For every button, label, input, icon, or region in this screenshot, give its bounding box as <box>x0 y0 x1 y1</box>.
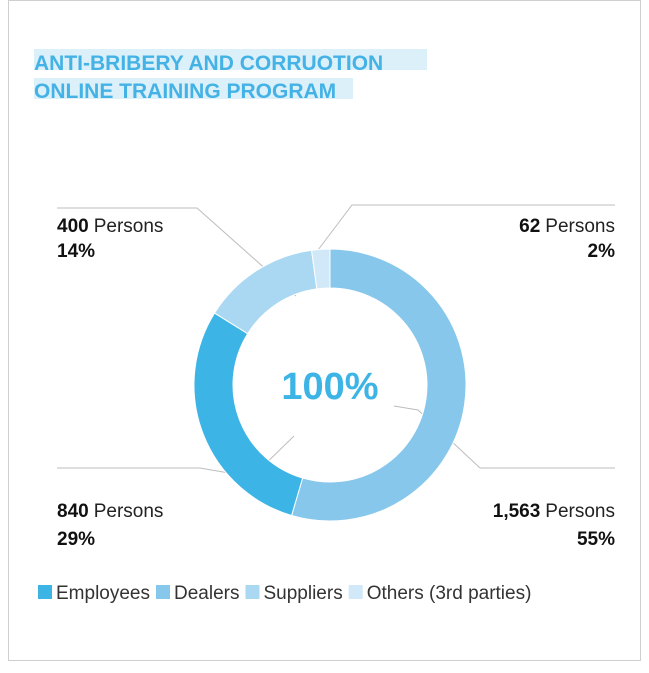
leader-line <box>317 204 615 251</box>
chart-title: ANTI-BRIBERY AND CORRUOTION <box>34 52 383 75</box>
legend-label: Dealers <box>174 583 239 604</box>
unit-label: Persons <box>94 501 164 522</box>
chart-title: ONLINE TRAINING PROGRAM <box>34 80 336 103</box>
value-label: 840 <box>57 501 89 522</box>
frame <box>8 0 641 661</box>
title-highlight <box>34 78 353 99</box>
legend-swatch <box>348 585 363 599</box>
unit-label: Persons <box>545 216 615 237</box>
legend-label: Employees <box>56 583 150 604</box>
percent-label: 29% <box>57 529 95 550</box>
donut-segment <box>290 248 467 522</box>
percent-label: 14% <box>57 241 95 262</box>
data-label: 62 Persons <box>519 216 615 237</box>
percent-label: 2% <box>588 241 616 262</box>
donut-segment <box>311 248 331 290</box>
value-label: 62 <box>519 216 540 237</box>
value-label: 400 <box>57 216 89 237</box>
percent-label: 55% <box>577 529 615 550</box>
legend-swatch <box>38 585 52 599</box>
legend-label: Others (3rd parties) <box>367 583 532 604</box>
data-label: 400 Persons <box>57 216 163 237</box>
legend-swatch <box>156 585 170 599</box>
unit-label: Persons <box>94 216 164 237</box>
data-label: 1,563 Persons <box>493 501 615 522</box>
value-label: 1,563 <box>493 501 541 522</box>
center-label: 100% <box>281 366 378 408</box>
title-highlight <box>34 49 427 70</box>
legend-swatch <box>245 585 260 599</box>
data-label: 840 Persons <box>57 501 163 522</box>
unit-label: Persons <box>545 501 615 522</box>
legend-label: Suppliers <box>263 583 342 604</box>
